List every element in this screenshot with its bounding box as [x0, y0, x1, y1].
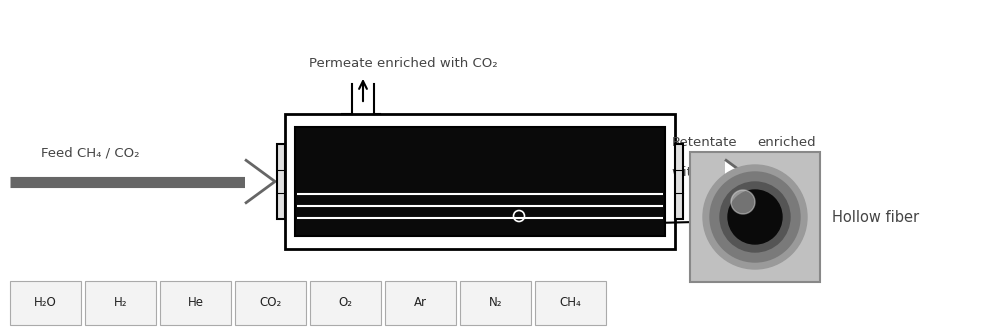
Bar [690, 152, 820, 282]
Text: Permeate enriched with CO₂: Permeate enriched with CO₂ [309, 57, 497, 70]
FancyBboxPatch shape [160, 281, 231, 325]
Circle shape [703, 165, 807, 269]
Text: Ar: Ar [414, 297, 427, 310]
Text: N₂: N₂ [489, 297, 502, 310]
FancyBboxPatch shape [85, 281, 156, 325]
FancyBboxPatch shape [310, 281, 381, 325]
FancyBboxPatch shape [385, 281, 456, 325]
Text: with CH₄: with CH₄ [672, 167, 729, 179]
Text: CH₄: CH₄ [560, 297, 581, 310]
Text: He: He [188, 297, 204, 310]
Bar [277, 144, 285, 219]
Polygon shape [725, 160, 755, 203]
Polygon shape [245, 160, 275, 203]
FancyBboxPatch shape [10, 281, 81, 325]
Text: H₂: H₂ [114, 297, 127, 310]
FancyBboxPatch shape [535, 281, 606, 325]
Circle shape [731, 190, 755, 214]
Bar [285, 114, 675, 249]
Text: H₂O: H₂O [34, 297, 57, 310]
FancyBboxPatch shape [235, 281, 306, 325]
FancyBboxPatch shape [460, 281, 531, 325]
Circle shape [710, 172, 800, 262]
Bar [295, 127, 665, 236]
Circle shape [728, 190, 782, 244]
Text: Feed CH₄ / CO₂: Feed CH₄ / CO₂ [41, 147, 139, 160]
Text: O₂: O₂ [338, 297, 352, 310]
Circle shape [720, 182, 790, 252]
Text: Retentate: Retentate [672, 137, 738, 150]
Text: enriched: enriched [757, 137, 816, 150]
Text: Hollow fiber: Hollow fiber [832, 209, 919, 224]
Bar [675, 144, 683, 219]
Text: CO₂: CO₂ [259, 297, 282, 310]
